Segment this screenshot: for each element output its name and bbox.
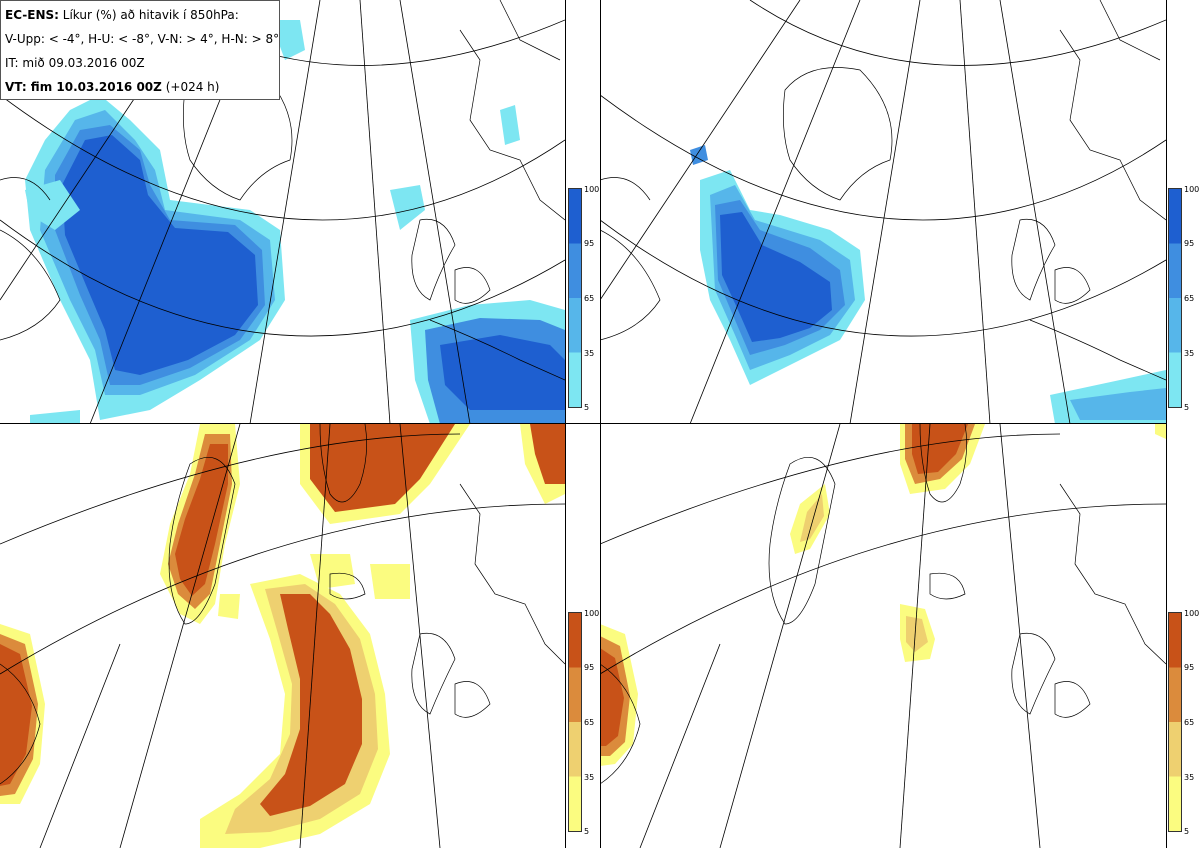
graticule	[600, 424, 1166, 848]
colorbar-tick: 95	[584, 663, 595, 672]
coastlines	[0, 0, 565, 381]
colorbar-tick: 95	[1184, 239, 1195, 248]
model-label: EC-ENS:	[5, 8, 59, 22]
coastlines	[0, 424, 565, 785]
colorbar-gradient	[1168, 612, 1182, 832]
colorbar-tick: 5	[1184, 403, 1190, 412]
colorbar-tick: 35	[584, 349, 595, 358]
probability-map-cold-8	[600, 0, 1166, 424]
initial-time-label: IT: mið 09.03.2016 00Z	[5, 56, 145, 70]
panel-divider-left	[565, 0, 566, 848]
coastlines	[600, 0, 1166, 381]
colorbar-tick: 65	[584, 294, 595, 303]
probability-field	[690, 145, 1166, 424]
panel-divider-horizontal	[0, 423, 1166, 424]
colorbar-cold-left: 100 95 65 35 5	[568, 185, 600, 418]
coastlines	[600, 424, 1166, 785]
map-panel-bottom-left	[0, 424, 565, 848]
colorbar-tick: 35	[1184, 773, 1195, 782]
colorbar-tick: 35	[1184, 349, 1195, 358]
colorbar-tick: 5	[584, 827, 590, 836]
probability-field	[600, 424, 1166, 766]
colorbar-cold-right: 100 95 65 35 5	[1168, 185, 1200, 418]
colorbar-tick: 100	[1184, 185, 1200, 194]
colorbar-warm-left: 100 95 65 35 5	[568, 609, 600, 842]
colorbar-tick: 65	[584, 718, 595, 727]
info-box: EC-ENS: Líkur (%) að hitavik í 850hPa: V…	[0, 0, 280, 100]
colorbar-gradient	[568, 612, 582, 832]
colorbar-tick: 5	[584, 403, 590, 412]
lead-time-label: (+024 h)	[165, 80, 220, 94]
graticule	[0, 424, 565, 848]
colorbar-tick: 95	[1184, 663, 1195, 672]
colorbar-tick: 100	[584, 609, 600, 618]
colorbar-tick: 100	[1184, 609, 1200, 618]
probability-map-warm-8	[600, 424, 1166, 848]
probability-map-warm-4	[0, 424, 565, 848]
probability-field	[25, 20, 565, 424]
valid-time-label: VT: fim 10.03.2016 00Z	[5, 80, 162, 94]
colorbar-gradient	[1168, 188, 1182, 408]
colorbar-tick: 5	[1184, 827, 1190, 836]
panel-divider-right	[600, 0, 601, 848]
colorbar-tick: 65	[1184, 718, 1195, 727]
colorbar-warm-right: 100 95 65 35 5	[1168, 609, 1200, 842]
probability-field	[0, 424, 565, 848]
map-panel-bottom-right	[600, 424, 1166, 848]
colorbar-gradient	[568, 188, 582, 408]
colorbar-tick: 100	[584, 185, 600, 194]
colorbar-tick: 35	[584, 773, 595, 782]
panel-border-right	[1166, 0, 1167, 848]
map-panel-top-right	[600, 0, 1166, 424]
colorbar-tick: 95	[584, 239, 595, 248]
probability-map-cold-4	[0, 0, 565, 424]
graticule	[600, 0, 1166, 424]
map-panel-top-left: EC-ENS: Líkur (%) að hitavik í 850hPa: V…	[0, 0, 565, 424]
colorbar-tick: 65	[1184, 294, 1195, 303]
threshold-label: V-Upp: < -4°, H-U: < -8°, V-N: > 4°, H-N…	[5, 32, 280, 46]
parameter-label: Líkur (%) að hitavik í 850hPa:	[62, 8, 239, 22]
